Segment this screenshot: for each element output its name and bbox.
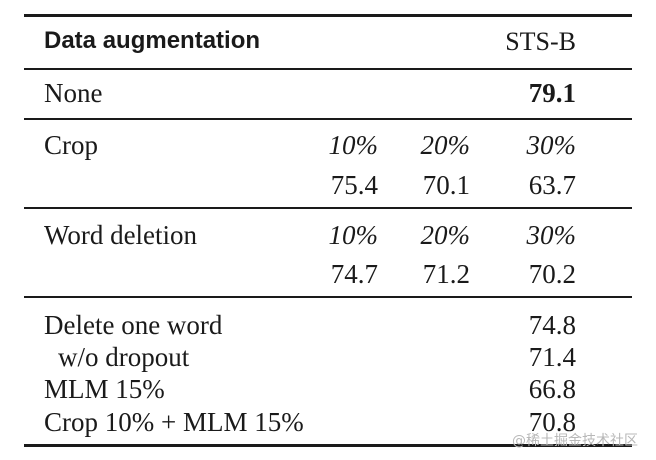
crop-value-30: 63.7 bbox=[528, 170, 576, 200]
row-label-crop: Crop bbox=[44, 130, 98, 160]
row-value-mlm: 66.8 bbox=[528, 374, 576, 404]
section-rule-2 bbox=[24, 207, 632, 209]
crop-rate-10: 10% bbox=[328, 130, 379, 160]
bottom-rule bbox=[24, 444, 632, 447]
row-value-crop-mlm: 70.8 bbox=[528, 407, 576, 437]
section-rule-3 bbox=[24, 296, 632, 298]
row-value-delete-one-word: 74.8 bbox=[528, 310, 576, 340]
row-label-crop-mlm: Crop 10% + MLM 15% bbox=[44, 407, 304, 437]
header-rule bbox=[24, 68, 632, 70]
row-label-mlm: MLM 15% bbox=[44, 374, 165, 404]
column-header-augmentation: Data augmentation bbox=[44, 27, 261, 54]
row-label-delete-one-word: Delete one word bbox=[44, 310, 223, 340]
column-header-sts-b: STS-B bbox=[505, 27, 576, 56]
row-value-wo-dropout: 71.4 bbox=[528, 342, 576, 372]
crop-value-10: 75.4 bbox=[330, 170, 378, 200]
word-deletion-rate-10: 10% bbox=[328, 220, 379, 250]
crop-rate-30: 30% bbox=[526, 130, 577, 160]
word-deletion-value-20: 71.2 bbox=[422, 259, 470, 289]
word-deletion-value-10: 74.7 bbox=[330, 259, 378, 289]
crop-rate-20: 20% bbox=[420, 130, 471, 160]
section-rule-1 bbox=[24, 118, 632, 120]
row-value-none: 79.1 bbox=[528, 78, 576, 108]
word-deletion-rate-20: 20% bbox=[420, 220, 471, 250]
crop-value-20: 70.1 bbox=[422, 170, 470, 200]
row-label-word-deletion: Word deletion bbox=[44, 220, 198, 250]
top-rule bbox=[24, 14, 632, 17]
row-label-none: None bbox=[44, 78, 103, 108]
word-deletion-rate-30: 30% bbox=[526, 220, 577, 250]
row-label-wo-dropout: w/o dropout bbox=[58, 342, 190, 372]
word-deletion-value-30: 70.2 bbox=[528, 259, 576, 289]
watermark: @稀土掘金技术社区 bbox=[512, 433, 638, 449]
